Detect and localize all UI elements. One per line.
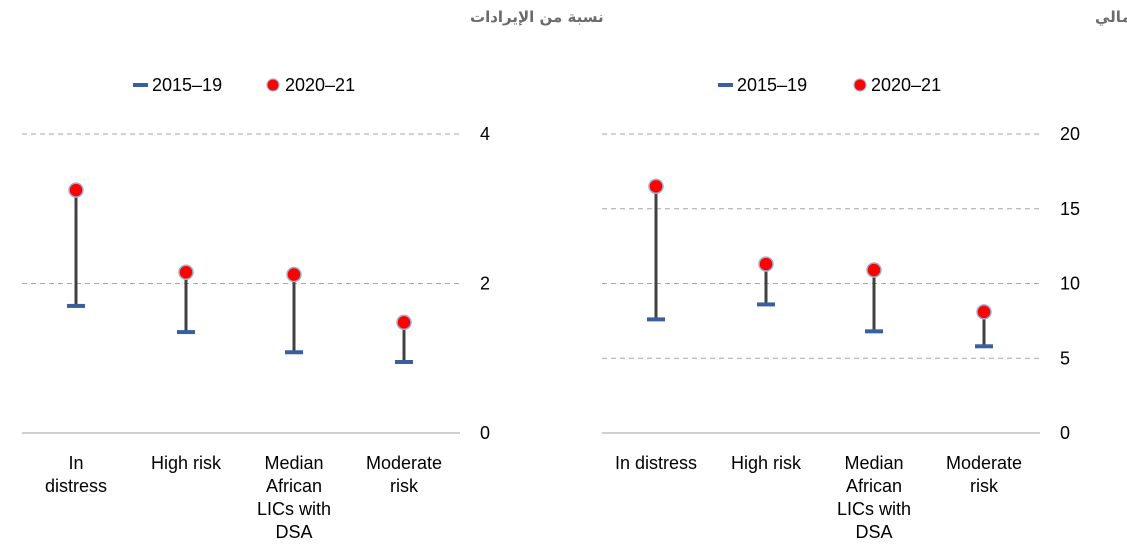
category-label: In distress xyxy=(615,453,697,473)
legend-label-2020-21: 2020–21 xyxy=(285,75,355,95)
marker-2020-21 xyxy=(178,264,194,281)
marker-2020-21 xyxy=(286,266,302,283)
left-panel-title: نسبة من الإيرادات xyxy=(470,8,604,26)
legend-label-2015-19: 2015–19 xyxy=(737,75,807,95)
legend-label-2020-21: 2020–21 xyxy=(871,75,941,95)
right-panel-title: نسبة من الناتج المحلي الإجمالي xyxy=(1095,8,1127,26)
category-label: distress xyxy=(45,476,107,496)
category-label: High risk xyxy=(731,453,802,473)
marker-2015-19 xyxy=(647,317,665,322)
marker-2015-19 xyxy=(67,303,85,308)
category-label: Median xyxy=(264,453,323,473)
category-label: LICs with xyxy=(837,499,911,519)
y-tick-label: 4 xyxy=(480,124,490,144)
marker-2020-21 xyxy=(648,178,664,195)
category-label: African xyxy=(846,476,902,496)
marker-2015-19 xyxy=(177,330,195,335)
y-tick-label: 2 xyxy=(480,274,490,294)
y-tick-label: 0 xyxy=(480,423,490,443)
marker-2020-21 xyxy=(976,304,992,320)
category-label: Median xyxy=(844,453,903,473)
category-label: African xyxy=(266,476,322,496)
legend-label-2015-19: 2015–19 xyxy=(152,75,222,95)
category-label: High risk xyxy=(151,453,222,473)
marker-2020-21 xyxy=(866,262,882,278)
y-tick-label: 15 xyxy=(1060,199,1080,219)
y-tick-label: 5 xyxy=(1060,348,1070,368)
category-label: DSA xyxy=(275,522,312,542)
marker-2020-21 xyxy=(758,256,774,272)
marker-2015-19 xyxy=(757,302,775,307)
marker-2020-21 xyxy=(396,314,412,331)
category-label: DSA xyxy=(855,522,892,542)
y-tick-label: 10 xyxy=(1060,274,1080,294)
left-panel: 0 2 4 2015–19 2020–21 In distress High risk Medi… xyxy=(22,75,490,542)
category-label: LICs with xyxy=(257,499,331,519)
marker-2015-19 xyxy=(865,329,883,334)
marker-2020-21 xyxy=(68,182,84,198)
category-label: risk xyxy=(970,476,999,496)
category-label: In xyxy=(68,453,83,473)
category-label: Moderate xyxy=(366,453,442,473)
y-tick-label: 20 xyxy=(1060,124,1080,144)
y-tick-label: 0 xyxy=(1060,423,1070,443)
marker-2015-19 xyxy=(285,350,303,355)
legend-marker-2020-21 xyxy=(266,78,280,92)
marker-2015-19 xyxy=(975,344,993,349)
marker-2015-19 xyxy=(395,359,413,364)
category-label: risk xyxy=(390,476,419,496)
right-panel: 0 5 10 15 20 2015–19 2020–21 In distress High ri… xyxy=(602,75,1080,542)
category-label: Moderate xyxy=(946,453,1022,473)
legend-marker-2020-21 xyxy=(853,78,867,92)
